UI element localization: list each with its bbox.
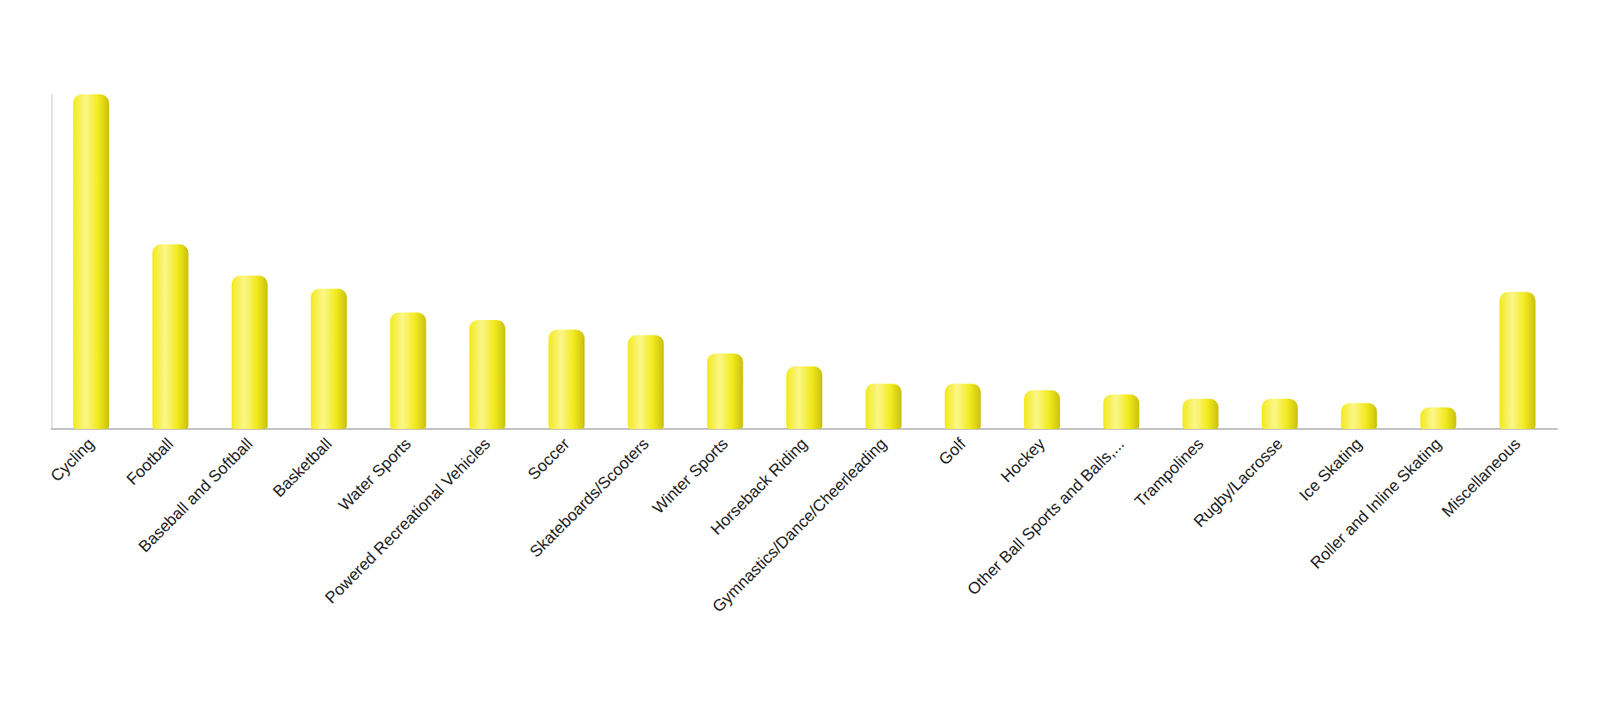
svg-text:Baseball and Softball: Baseball and Softball	[134, 435, 256, 557]
svg-text:Cycling: Cycling	[47, 435, 98, 486]
svg-text:Football: Football	[122, 435, 177, 490]
svg-text:Other Ball Sports and Balls,..: Other Ball Sports and Balls,...	[963, 435, 1128, 600]
svg-text:Soccer: Soccer	[524, 435, 574, 485]
svg-text:Miscellaneous: Miscellaneous	[1437, 435, 1524, 522]
svg-text:Basketball: Basketball	[269, 435, 336, 502]
svg-text:Trampolines: Trampolines	[1131, 435, 1207, 511]
svg-text:Horseback Riding: Horseback Riding	[706, 434, 811, 539]
svg-text:Water Sports: Water Sports	[334, 435, 415, 516]
svg-text:Golf: Golf	[935, 434, 970, 469]
svg-text:Skateboards/Scooters: Skateboards/Scooters	[526, 435, 653, 562]
svg-text:Rugby/Lacrosse: Rugby/Lacrosse	[1189, 435, 1286, 532]
svg-text:Roller and Inline Skating: Roller and Inline Skating	[1307, 435, 1445, 573]
svg-text:Hockey: Hockey	[997, 434, 1049, 486]
svg-text:Winter Sports: Winter Sports	[648, 435, 732, 518]
svg-text:Gymnastics/Dance/Cheerleading: Gymnastics/Dance/Cheerleading	[709, 435, 891, 617]
svg-text:Powered Recreational Vehicles: Powered Recreational Vehicles	[321, 435, 494, 608]
svg-text:Ice Skating: Ice Skating	[1295, 435, 1365, 505]
